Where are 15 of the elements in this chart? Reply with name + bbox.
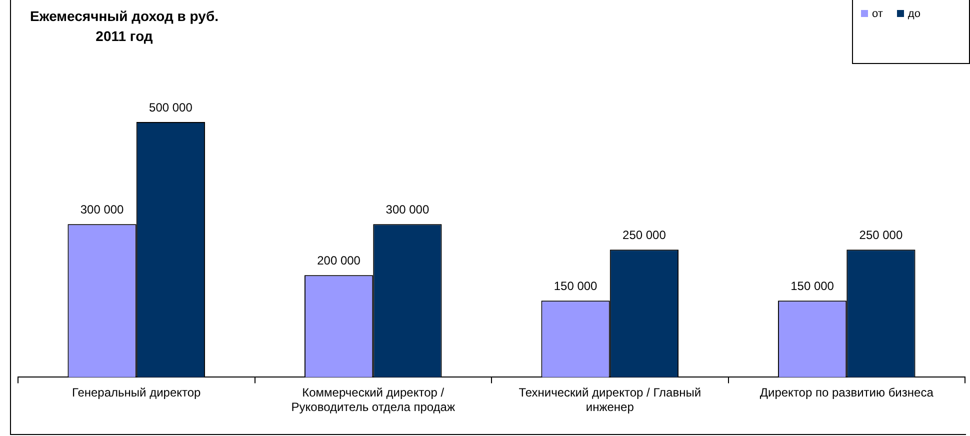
legend-label: от [871,8,883,22]
data-label: 150 000 [790,278,834,293]
data-label: 300 000 [80,202,124,216]
data-label: 250 000 [859,228,903,242]
legend-label: до [906,8,920,22]
data-label: 200 000 [317,253,361,268]
data-label: 500 000 [149,100,193,114]
x-tick-label: Коммерческий директор / Руководитель отдела продаж [291,386,455,414]
x-tick-label: Директор по развитию бизнеса [760,386,934,400]
chart-title: Ежемесячный доход в руб. 2011 год [30,7,218,46]
x-tick-label: Генеральный директор [72,386,202,400]
data-label: 250 000 [622,228,666,242]
data-label: 150 000 [554,278,598,293]
x-tick-label: Технический директор / Главный инженер [518,386,702,414]
data-label: 300 000 [386,202,430,216]
